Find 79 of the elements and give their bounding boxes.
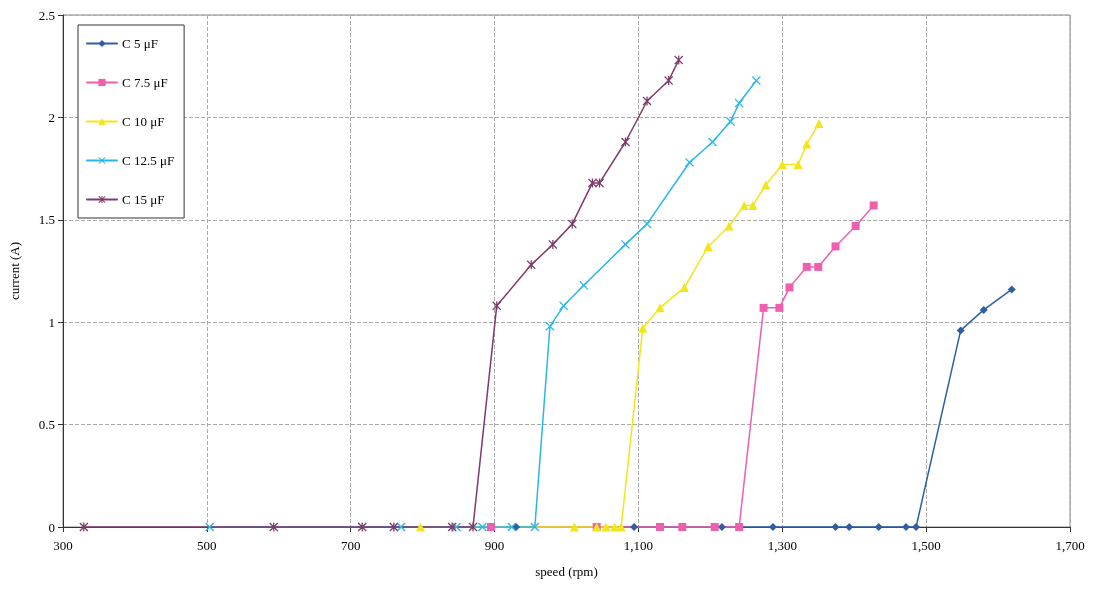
point (620, 137, 630, 147)
point (595, 178, 605, 188)
point (814, 262, 823, 271)
x-tick-label: 1,500 (911, 538, 941, 553)
x-tick-label: 1,700 (1055, 538, 1085, 553)
point (559, 301, 569, 311)
point (616, 522, 626, 532)
point (775, 303, 784, 312)
point (205, 522, 215, 532)
point (802, 139, 812, 149)
point (831, 523, 840, 531)
x-tick-label: 300 (53, 538, 73, 553)
x-tick-label: 700 (340, 538, 361, 553)
point (389, 522, 399, 532)
y-tick-label: 2.5 (38, 7, 55, 23)
point (748, 200, 758, 210)
point (678, 523, 687, 531)
point (793, 160, 803, 169)
point (802, 262, 811, 271)
x-tick-label: 1,300 (767, 538, 797, 553)
point (735, 523, 744, 531)
x-axis-title: speed (rpm) (535, 564, 598, 579)
point (638, 323, 648, 333)
point (912, 523, 921, 531)
legend-label: C 15 μF (122, 192, 165, 207)
point (777, 160, 787, 169)
point (851, 221, 860, 230)
point (548, 239, 558, 249)
point (674, 55, 684, 65)
x-tick-label: 1,100 (623, 538, 654, 553)
point (679, 282, 689, 292)
point (759, 303, 768, 312)
x-tick-label: 900 (484, 538, 505, 553)
point (545, 321, 555, 331)
legend-label: C 12.5 μF (122, 153, 175, 168)
point (567, 219, 577, 229)
point (717, 523, 726, 531)
point (569, 522, 579, 532)
point (620, 239, 630, 249)
point (477, 522, 487, 532)
point (869, 201, 878, 210)
point (902, 523, 910, 531)
point (710, 523, 719, 531)
point (1007, 285, 1016, 294)
y-tick-label: 2 (48, 109, 55, 125)
point (845, 523, 854, 531)
point (601, 522, 611, 532)
point (979, 305, 988, 314)
point (610, 522, 620, 532)
point (630, 523, 639, 531)
y-tick-label: 0 (48, 519, 55, 535)
point (739, 200, 749, 210)
point (415, 522, 425, 532)
point (831, 242, 840, 251)
point (486, 523, 495, 531)
y-axis-title: current (A) (7, 241, 22, 301)
point (269, 522, 279, 532)
point (664, 76, 674, 86)
point (785, 283, 794, 292)
point (79, 522, 89, 532)
y-tick-label: 1 (48, 314, 55, 330)
legend-label: C 10 μF (122, 114, 165, 129)
point (656, 523, 665, 531)
x-tick-label: 500 (197, 538, 217, 553)
point (447, 522, 457, 532)
point (507, 522, 517, 532)
y-tick-label: 1.5 (38, 212, 55, 228)
y-tick-label: 0.5 (38, 417, 55, 433)
point (703, 241, 713, 251)
legend-label: C 5 μF (122, 36, 158, 51)
point (530, 522, 540, 532)
legend-label: C 7.5 μF (122, 75, 168, 90)
point (956, 326, 965, 335)
point (357, 522, 367, 532)
point (708, 137, 718, 147)
point (768, 523, 777, 531)
point (814, 119, 824, 129)
point (874, 523, 883, 531)
point (655, 303, 665, 313)
